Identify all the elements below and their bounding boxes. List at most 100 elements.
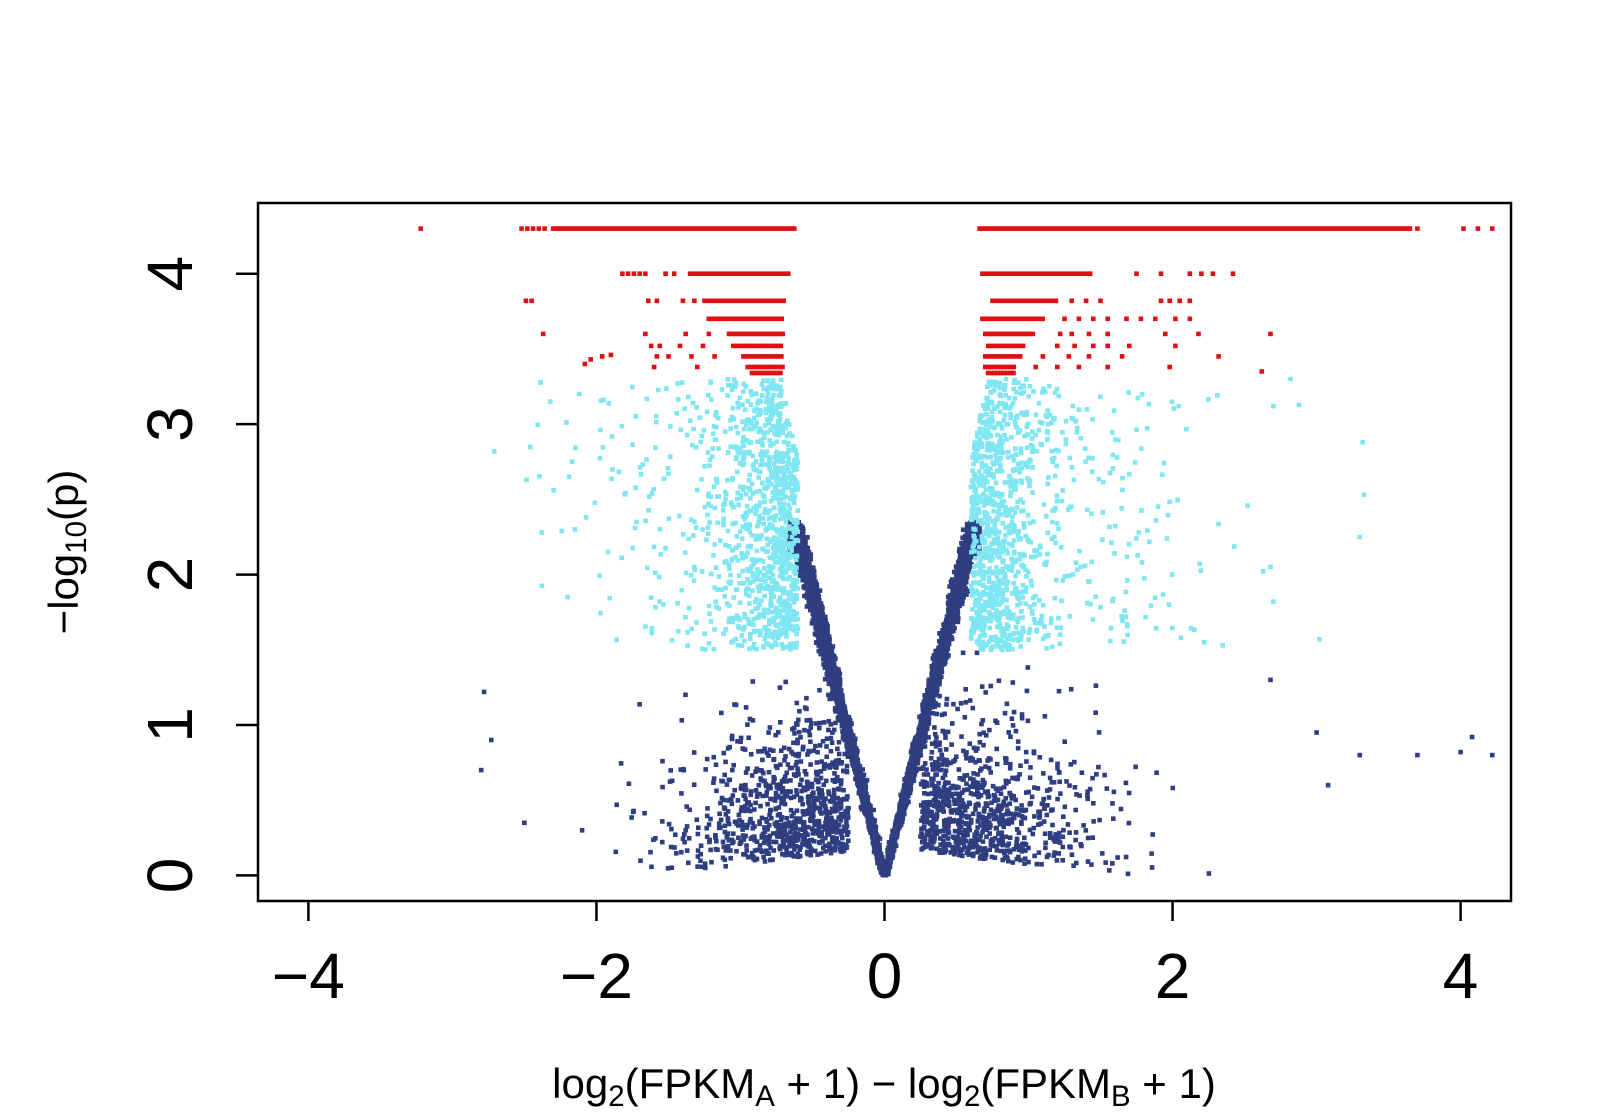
point-not-significant bbox=[842, 731, 847, 737]
point-not-significant bbox=[897, 811, 903, 817]
point-not-significant bbox=[798, 570, 803, 576]
point-not-significant bbox=[948, 601, 954, 606]
point-not-significant bbox=[939, 635, 944, 641]
point-not-significant bbox=[893, 835, 899, 840]
point-not-significant bbox=[930, 676, 936, 682]
point-not-significant bbox=[948, 605, 954, 611]
point-not-significant bbox=[963, 586, 968, 591]
point-not-significant bbox=[865, 818, 871, 824]
point-not-significant bbox=[806, 552, 812, 557]
point-not-significant bbox=[963, 555, 969, 561]
point-not-significant bbox=[942, 632, 948, 638]
point-not-significant bbox=[954, 595, 960, 600]
point-not-significant bbox=[872, 843, 878, 848]
point-not-significant bbox=[897, 803, 903, 809]
point-not-significant bbox=[886, 868, 891, 874]
point-not-significant bbox=[856, 764, 861, 769]
point-not-significant bbox=[909, 747, 915, 753]
point-not-significant bbox=[899, 819, 905, 825]
point-not-significant bbox=[912, 764, 918, 769]
point-not-significant bbox=[965, 532, 970, 538]
point-not-significant bbox=[815, 633, 821, 638]
point-not-significant bbox=[929, 688, 935, 693]
point-not-significant bbox=[842, 712, 847, 718]
point-not-significant bbox=[963, 569, 968, 574]
point-not-significant bbox=[869, 827, 875, 833]
point-not-significant bbox=[966, 556, 972, 562]
point-not-significant bbox=[923, 731, 928, 736]
point-not-significant bbox=[933, 653, 938, 658]
point-not-significant bbox=[898, 792, 903, 798]
point-not-significant bbox=[896, 820, 902, 826]
point-not-significant bbox=[951, 628, 956, 634]
point-not-significant bbox=[831, 677, 837, 683]
point-not-significant bbox=[880, 866, 886, 871]
point-not-significant bbox=[935, 657, 941, 663]
point-not-significant bbox=[942, 625, 947, 630]
point-not-significant bbox=[901, 803, 906, 808]
point-not-significant bbox=[819, 625, 825, 631]
point-not-significant bbox=[874, 832, 879, 837]
point-not-significant bbox=[810, 604, 816, 609]
point-not-significant bbox=[829, 648, 835, 654]
point-not-significant bbox=[959, 570, 964, 575]
point-not-significant bbox=[833, 720, 838, 726]
point-not-significant bbox=[813, 579, 818, 585]
point-not-significant bbox=[977, 547, 982, 552]
point-not-significant bbox=[813, 591, 819, 597]
point-not-significant bbox=[908, 785, 913, 790]
point-not-significant bbox=[831, 696, 837, 701]
point-not-significant bbox=[930, 711, 936, 716]
point-not-significant bbox=[937, 639, 942, 644]
point-not-significant bbox=[961, 559, 967, 565]
point-not-significant bbox=[845, 747, 850, 753]
point-not-significant bbox=[823, 631, 829, 637]
point-not-significant bbox=[811, 565, 816, 571]
point-not-significant bbox=[963, 572, 969, 578]
point-not-significant bbox=[860, 777, 865, 783]
point-not-significant bbox=[933, 668, 939, 674]
point-not-significant bbox=[942, 643, 947, 649]
point-not-significant bbox=[940, 662, 946, 667]
point-not-significant bbox=[814, 640, 820, 645]
point-not-significant bbox=[823, 619, 828, 624]
point-not-significant bbox=[809, 593, 814, 598]
point-not-significant bbox=[917, 729, 923, 734]
point-not-significant bbox=[945, 634, 951, 640]
point-not-significant bbox=[936, 651, 942, 657]
point-not-significant bbox=[964, 521, 970, 527]
point-not-significant bbox=[825, 628, 830, 634]
point-not-significant bbox=[800, 564, 805, 570]
point-not-significant bbox=[956, 598, 961, 604]
point-not-significant bbox=[949, 582, 955, 588]
point-not-significant bbox=[931, 655, 936, 661]
point-not-significant bbox=[818, 615, 823, 620]
point-not-significant bbox=[927, 701, 932, 706]
point-not-significant bbox=[868, 824, 874, 829]
point-not-significant bbox=[830, 644, 836, 649]
point-not-significant bbox=[949, 634, 954, 640]
point-not-significant bbox=[874, 849, 880, 855]
point-not-significant bbox=[864, 809, 870, 814]
point-not-significant bbox=[966, 588, 971, 594]
point-not-significant bbox=[955, 619, 961, 625]
point-not-significant bbox=[912, 759, 918, 765]
point-not-significant bbox=[809, 574, 814, 580]
point-not-significant bbox=[806, 588, 812, 594]
point-not-significant bbox=[817, 588, 823, 593]
point-not-significant bbox=[954, 566, 960, 571]
point-not-significant bbox=[945, 594, 951, 600]
point-not-significant bbox=[930, 665, 935, 670]
point-not-significant bbox=[920, 722, 926, 728]
point-not-significant bbox=[836, 667, 841, 672]
point-not-significant bbox=[816, 648, 822, 654]
point-not-significant bbox=[843, 724, 848, 729]
point-not-significant bbox=[867, 803, 872, 809]
point-not-significant bbox=[841, 718, 847, 724]
point-not-significant bbox=[818, 651, 823, 657]
point-not-significant bbox=[880, 855, 885, 860]
point-not-significant bbox=[939, 655, 945, 660]
point-not-significant bbox=[919, 744, 924, 750]
point-not-significant bbox=[912, 748, 917, 753]
point-not-significant bbox=[797, 566, 802, 572]
